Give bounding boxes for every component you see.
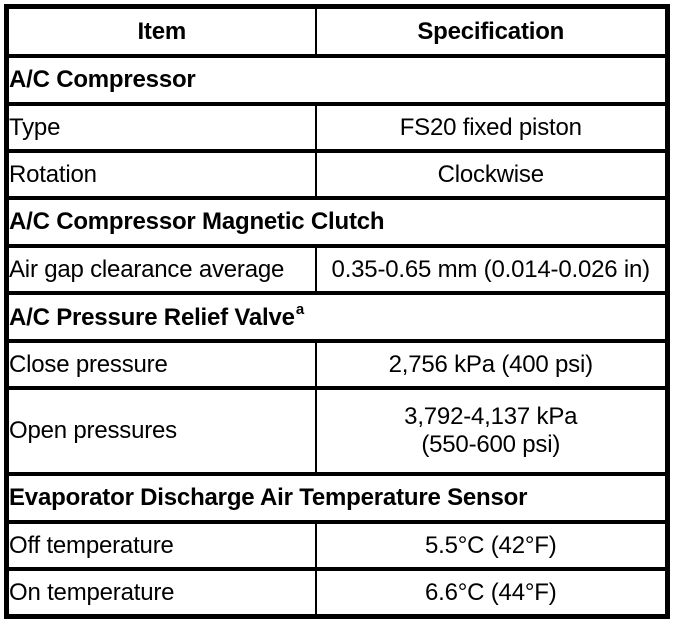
column-header-specification: Specification bbox=[314, 6, 668, 58]
item-cell: Off temperature bbox=[6, 522, 316, 571]
item-cell: Close pressure bbox=[6, 341, 316, 390]
spec-cell: Clockwise bbox=[314, 151, 668, 200]
table-row-rotation: Rotation Clockwise bbox=[6, 151, 668, 200]
table-row-type: Type FS20 fixed piston bbox=[6, 104, 668, 153]
section-row-ac-compressor: A/C Compressor bbox=[6, 56, 668, 106]
spec-cell: 2,756 kPa (400 psi) bbox=[314, 341, 668, 390]
spec-cell: 3,792-4,137 kPa (550-600 psi) bbox=[314, 388, 668, 476]
table-row-off-temperature: Off temperature 5.5°C (42°F) bbox=[6, 522, 668, 571]
section-title: A/C Pressure Relief Valvea bbox=[6, 293, 668, 343]
item-cell: Open pressures bbox=[6, 388, 316, 476]
section-title-text: A/C Compressor Magnetic Clutch bbox=[9, 208, 385, 235]
section-title-text: Evaporator Discharge Air Temperature Sen… bbox=[9, 484, 528, 511]
spec-line-2: (550-600 psi) bbox=[421, 431, 561, 458]
section-title: A/C Compressor Magnetic Clutch bbox=[6, 198, 668, 248]
table-row-air-gap: Air gap clearance average 0.35-0.65 mm (… bbox=[6, 246, 668, 295]
section-title-text: A/C Pressure Relief Valve bbox=[9, 303, 295, 331]
spec-table: Item Specification A/C Compressor Type F… bbox=[4, 4, 670, 619]
spec-cell: 0.35-0.65 mm (0.014-0.026 in) bbox=[314, 246, 668, 295]
item-cell: Air gap clearance average bbox=[6, 246, 316, 295]
item-cell: Rotation bbox=[6, 151, 316, 200]
table-row-close-pressure: Close pressure 2,756 kPa (400 psi) bbox=[6, 341, 668, 390]
section-title: Evaporator Discharge Air Temperature Sen… bbox=[6, 474, 668, 524]
section-title-text: A/C Compressor bbox=[9, 66, 196, 93]
spec-cell: 6.6°C (44°F) bbox=[314, 569, 668, 619]
section-title: A/C Compressor bbox=[6, 56, 668, 106]
table-header-row: Item Specification bbox=[6, 6, 668, 58]
table-row-open-pressures: Open pressures 3,792-4,137 kPa (550-600 … bbox=[6, 388, 668, 476]
spec-cell: FS20 fixed piston bbox=[314, 104, 668, 153]
spec-cell: 5.5°C (42°F) bbox=[314, 522, 668, 571]
footnote-marker: a bbox=[295, 300, 304, 318]
column-header-item: Item bbox=[6, 6, 316, 58]
section-row-magnetic-clutch: A/C Compressor Magnetic Clutch bbox=[6, 198, 668, 248]
spec-line-1: 3,792-4,137 kPa bbox=[404, 403, 578, 431]
item-cell: Type bbox=[6, 104, 316, 153]
table-row-on-temperature: On temperature 6.6°C (44°F) bbox=[6, 569, 668, 619]
item-cell: On temperature bbox=[6, 569, 316, 619]
section-row-pressure-relief-valve: A/C Pressure Relief Valvea bbox=[6, 293, 668, 343]
section-row-evaporator-sensor: Evaporator Discharge Air Temperature Sen… bbox=[6, 474, 668, 524]
